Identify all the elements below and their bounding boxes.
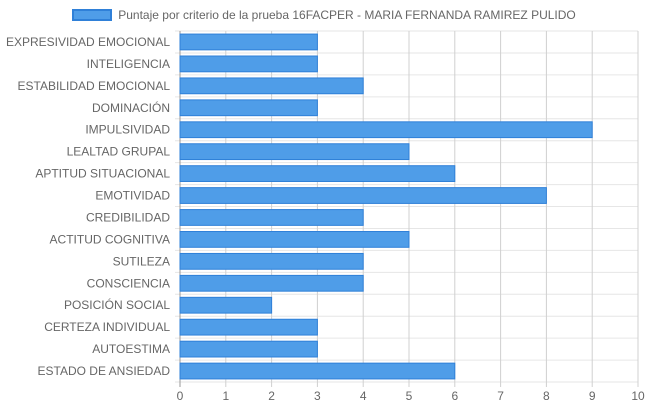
x-tick-label: 3 xyxy=(314,389,321,403)
x-tick-label: 4 xyxy=(360,389,367,403)
x-tick-label: 1 xyxy=(222,389,229,403)
y-category-label: SUTILEZA xyxy=(113,254,170,268)
bar[interactable] xyxy=(179,33,318,51)
bar[interactable] xyxy=(179,252,364,270)
bar[interactable] xyxy=(179,296,273,314)
y-category-label: ESTADO DE ANSIEDAD xyxy=(38,364,171,378)
y-category-label: EMOTIVIDAD xyxy=(95,189,170,203)
bar[interactable] xyxy=(179,318,318,336)
y-category-label: IMPULSIVIDAD xyxy=(85,123,170,137)
bar[interactable] xyxy=(179,99,318,117)
y-category-label: ESTABILIDAD EMOCIONAL xyxy=(18,79,171,93)
legend[interactable]: Puntaje por criterio de la prueba 16FACP… xyxy=(0,6,648,24)
y-category-label: CONSCIENCIA xyxy=(87,276,170,290)
x-tick-label: 9 xyxy=(589,389,596,403)
y-category-label: APTITUD SITUACIONAL xyxy=(35,167,170,181)
bar[interactable] xyxy=(179,340,318,358)
bar[interactable] xyxy=(179,77,364,95)
y-category-label: CERTEZA INDIVIDUAL xyxy=(44,320,170,334)
y-category-label: ACTITUD COGNITIVA xyxy=(50,232,170,246)
y-category-label: LEALTAD GRUPAL xyxy=(67,145,171,159)
x-tick-label: 7 xyxy=(497,389,504,403)
bar[interactable] xyxy=(179,55,318,73)
bar[interactable] xyxy=(179,121,593,139)
bar[interactable] xyxy=(179,274,364,292)
x-tick-label: 5 xyxy=(406,389,413,403)
x-tick-label: 10 xyxy=(631,389,645,403)
y-category-label: AUTOESTIMA xyxy=(92,342,170,356)
bar[interactable] xyxy=(179,165,456,182)
legend-swatch xyxy=(72,9,113,21)
y-category-label: POSICIÓN SOCIAL xyxy=(64,297,170,312)
bar[interactable] xyxy=(179,209,364,226)
y-category-label: DOMINACIÓN xyxy=(92,100,170,115)
x-tick-label: 0 xyxy=(177,389,184,403)
legend-label: Puntaje por criterio de la prueba 16FACP… xyxy=(118,8,576,22)
y-category-label: CREDIBILIDAD xyxy=(86,210,170,224)
bar[interactable] xyxy=(179,231,410,248)
x-tick-label: 6 xyxy=(451,389,458,403)
x-tick-label: 2 xyxy=(268,389,275,403)
y-category-label: EXPRESIVIDAD EMOCIONAL xyxy=(6,35,170,49)
x-tick-label: 8 xyxy=(543,389,550,403)
y-category-label: INTELIGENCIA xyxy=(87,57,170,71)
bar[interactable] xyxy=(179,362,456,380)
bar[interactable] xyxy=(179,143,410,161)
bar[interactable] xyxy=(179,187,547,204)
